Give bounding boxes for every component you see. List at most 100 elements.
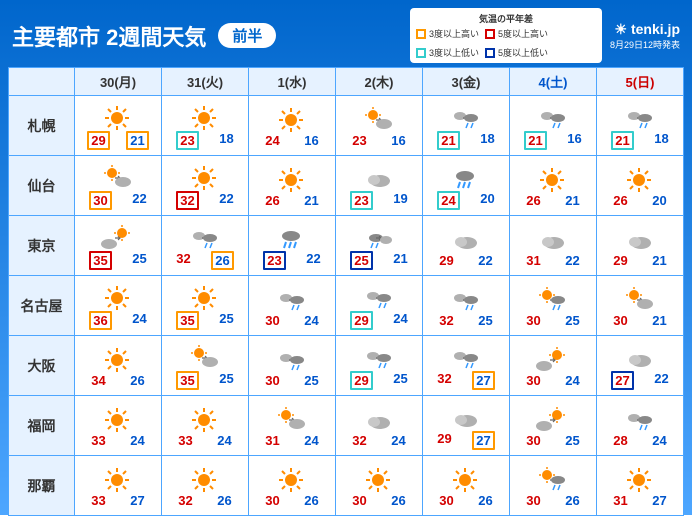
temps: 3026 bbox=[338, 493, 420, 508]
temp-low: 22 bbox=[654, 371, 668, 390]
temp-low: 25 bbox=[478, 313, 492, 328]
forecast-table: 30(月)31(火)1(水)2(木)3(金)4(土)5(日) 札幌2921231… bbox=[8, 67, 684, 516]
weather-icon bbox=[425, 403, 507, 431]
temp-high: 26 bbox=[613, 193, 627, 208]
forecast-cell: 30 26 bbox=[249, 456, 336, 516]
temp-high: 35 bbox=[176, 371, 198, 390]
temp-low: 24 bbox=[565, 373, 579, 388]
temp-low: 20 bbox=[480, 191, 494, 210]
temps: 3624 bbox=[77, 311, 159, 330]
weather-icon bbox=[77, 223, 159, 251]
temps: 3222 bbox=[164, 191, 246, 210]
forecast-cell: 30 24 bbox=[510, 336, 597, 396]
forecast-cell: 3026 bbox=[336, 456, 423, 516]
temp-high: 26 bbox=[265, 193, 279, 208]
brand-block: ☀ tenki.jp 8月29日12時発表 bbox=[610, 21, 680, 51]
temps: 2118 bbox=[425, 131, 507, 150]
forecast-cell: 32 26 bbox=[162, 456, 249, 516]
city-row: 札幌2921231824162316211821162118 bbox=[9, 96, 684, 156]
temp-high: 21 bbox=[611, 131, 633, 150]
city-name: 札幌 bbox=[9, 96, 75, 156]
forecast-cell: 30 22 bbox=[75, 156, 162, 216]
weather-icon bbox=[512, 405, 594, 433]
temp-low: 25 bbox=[393, 371, 407, 390]
weather-icon bbox=[599, 285, 681, 313]
temps: 2116 bbox=[512, 131, 594, 150]
legend-label: 5度以上高い bbox=[498, 27, 548, 40]
forecast-cell: 3227 bbox=[423, 336, 510, 396]
temp-high: 26 bbox=[526, 193, 540, 208]
brand-logo[interactable]: ☀ tenki.jp bbox=[610, 21, 680, 38]
temp-low: 26 bbox=[217, 493, 231, 508]
forecast-cell: 2921 bbox=[75, 96, 162, 156]
temp-low: 27 bbox=[652, 493, 666, 508]
temp-low: 22 bbox=[132, 191, 146, 210]
city-row: 名古屋3624352530242924322530253021 bbox=[9, 276, 684, 336]
temp-high: 25 bbox=[350, 251, 372, 270]
temps: 30 26 bbox=[512, 493, 594, 508]
temps: 2621 bbox=[512, 193, 594, 208]
temp-low: 26 bbox=[565, 493, 579, 508]
temps: 3525 bbox=[164, 371, 246, 390]
legend-title: 気温の平年差 bbox=[416, 12, 596, 25]
weather-icon bbox=[512, 103, 594, 131]
weather-icon bbox=[251, 345, 333, 373]
temp-low: 27 bbox=[130, 493, 144, 508]
temp-high: 23 bbox=[176, 131, 198, 150]
temp-high: 29 bbox=[613, 253, 627, 268]
temp-high: 24 bbox=[437, 191, 459, 210]
forecast-cell: 2924 bbox=[336, 276, 423, 336]
temp-low: 22 bbox=[478, 253, 492, 268]
forecast-cell: 3327 bbox=[75, 456, 162, 516]
temps: 3025 bbox=[251, 373, 333, 388]
temp-high: 30 bbox=[352, 493, 366, 508]
temp-low: 26 bbox=[211, 251, 233, 270]
day-header: 30(月) bbox=[75, 68, 162, 96]
temp-high: 30 bbox=[439, 493, 453, 508]
period-badge[interactable]: 前半 bbox=[218, 23, 276, 48]
temps: 30 26 bbox=[425, 493, 507, 508]
temp-low: 26 bbox=[478, 493, 492, 508]
temps: 2416 bbox=[251, 133, 333, 148]
temp-high: 30 bbox=[265, 493, 279, 508]
temps: 32 26 bbox=[164, 493, 246, 508]
temp-low: 26 bbox=[304, 493, 318, 508]
temp-low: 24 bbox=[304, 433, 318, 448]
forecast-cell: 2116 bbox=[510, 96, 597, 156]
forecast-cell: 30 26 bbox=[423, 456, 510, 516]
weather-icon bbox=[164, 343, 246, 371]
temp-high: 30 bbox=[526, 373, 540, 388]
temp-low: 16 bbox=[304, 133, 318, 148]
weather-icon bbox=[164, 103, 246, 131]
weather-widget: 主要都市 2週間天気 前半 気温の平年差 3度以上高い5度以上高い3度以上低い5… bbox=[0, 0, 692, 515]
temp-high: 23 bbox=[263, 251, 285, 270]
temp-low: 18 bbox=[219, 131, 233, 150]
temp-low: 19 bbox=[393, 191, 407, 210]
forecast-cell: 3025 bbox=[249, 336, 336, 396]
temp-high: 34 bbox=[91, 373, 105, 388]
temp-high: 30 bbox=[526, 493, 540, 508]
temps: 3324 bbox=[164, 433, 246, 448]
temps: 2621 bbox=[251, 193, 333, 208]
city-row: 仙台3022322226212319242026212620 bbox=[9, 156, 684, 216]
temp-high: 32 bbox=[176, 191, 198, 210]
forecast-cell: 3225 bbox=[423, 276, 510, 336]
weather-icon bbox=[599, 343, 681, 371]
temps: 30 22 bbox=[77, 191, 159, 210]
temp-high: 31 bbox=[613, 493, 627, 508]
weather-icon bbox=[251, 465, 333, 493]
weather-icon bbox=[425, 225, 507, 253]
temp-low: 22 bbox=[306, 251, 320, 270]
temps: 2921 bbox=[77, 131, 159, 150]
temp-high: 30 bbox=[265, 373, 279, 388]
temp-high: 21 bbox=[524, 131, 546, 150]
temps: 3124 bbox=[251, 433, 333, 448]
weather-icon bbox=[599, 225, 681, 253]
city-row: 大阪3426352530252925322730242722 bbox=[9, 336, 684, 396]
temps: 2927 bbox=[425, 431, 507, 450]
temp-high: 32 bbox=[178, 493, 192, 508]
temp-low: 20 bbox=[652, 193, 666, 208]
temp-high: 30 bbox=[89, 191, 111, 210]
temps: 30 24 bbox=[512, 373, 594, 388]
weather-icon bbox=[77, 163, 159, 191]
